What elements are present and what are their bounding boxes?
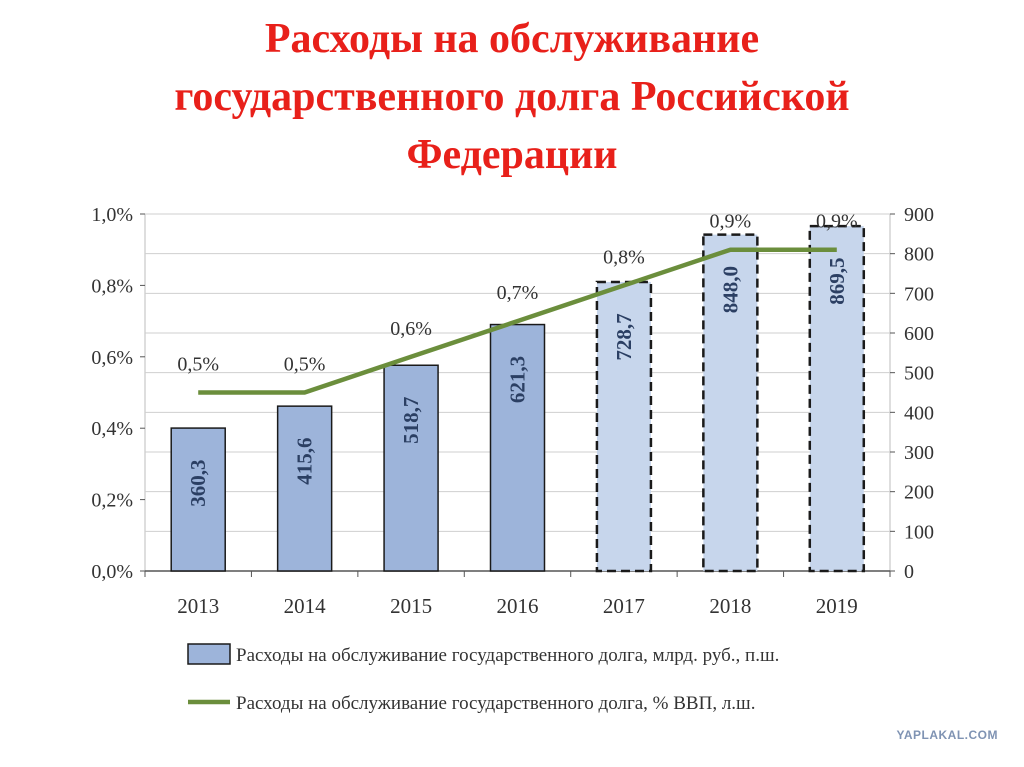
- bar-2019: [808, 224, 866, 573]
- y-right-tick-label: 200: [904, 482, 934, 504]
- legend-bar-label: Расходы на обслуживание государственного…: [236, 645, 779, 666]
- bar-value-label: 621,3: [506, 356, 530, 403]
- y-right-tick-label: 800: [904, 244, 934, 266]
- x-tick-label: 2018: [709, 594, 751, 618]
- title-line-2: государственного долга Российской: [174, 74, 850, 120]
- x-tick-label: 2013: [177, 594, 219, 618]
- line-value-label: 0,7%: [497, 282, 539, 304]
- y-left-tick-label: 0,0%: [91, 561, 133, 583]
- y-left-tick-label: 0,6%: [91, 347, 133, 369]
- slide-title: Расходы на обслуживание государственного…: [0, 10, 1024, 184]
- y-left-tick-label: 1,0%: [91, 204, 133, 226]
- x-tick-label: 2015: [390, 594, 432, 618]
- watermark: YAPLAKAL.COM: [896, 728, 998, 742]
- bar-value-label: 518,7: [399, 397, 423, 444]
- bar-value-label: 869,5: [825, 257, 849, 304]
- bar-2014: [276, 405, 333, 572]
- bar-value-label: 415,6: [293, 438, 317, 485]
- bar-value-label: 360,3: [186, 459, 210, 506]
- line-value-label: 0,6%: [390, 318, 432, 340]
- x-tick-label: 2016: [497, 594, 539, 618]
- y-right-tick-label: 400: [904, 402, 934, 424]
- line-value-label: 0,9%: [816, 211, 858, 233]
- title-line-3: Федерации: [406, 132, 618, 178]
- legend-line-label: Расходы на обслуживание государственного…: [236, 693, 755, 714]
- line-value-label: 0,9%: [710, 211, 752, 233]
- x-tick-label: 2017: [603, 594, 645, 618]
- bar-2017: [595, 280, 653, 573]
- y-right-tick-label: 700: [904, 283, 934, 305]
- legend-bar-swatch: [187, 643, 231, 665]
- y-right-tick-label: 600: [904, 323, 934, 345]
- y-left-tick-label: 0,8%: [91, 275, 133, 297]
- x-tick-label: 2019: [816, 594, 858, 618]
- y-right-tick-label: 500: [904, 363, 934, 385]
- bar-2016: [489, 323, 546, 572]
- title-line-1: Расходы на обслуживание: [264, 16, 760, 62]
- y-left-tick-label: 0,2%: [91, 490, 133, 512]
- y-right-tick-label: 0: [904, 561, 914, 583]
- bar-2015: [383, 364, 439, 572]
- line-value-label: 0,5%: [177, 354, 219, 376]
- y-right-tick-label: 100: [904, 521, 934, 543]
- bar-value-label: 848,0: [718, 266, 742, 313]
- x-tick-label: 2014: [284, 594, 327, 618]
- line-value-label: 0,8%: [603, 246, 645, 268]
- bar-value-label: 728,7: [612, 313, 636, 360]
- y-right-tick-label: 300: [904, 442, 934, 464]
- y-left-tick-label: 0,4%: [91, 418, 133, 440]
- bar-2018: [702, 233, 759, 573]
- bar-2013: [170, 427, 226, 572]
- y-right-tick-label: 900: [904, 204, 934, 226]
- line-value-label: 0,5%: [284, 354, 326, 376]
